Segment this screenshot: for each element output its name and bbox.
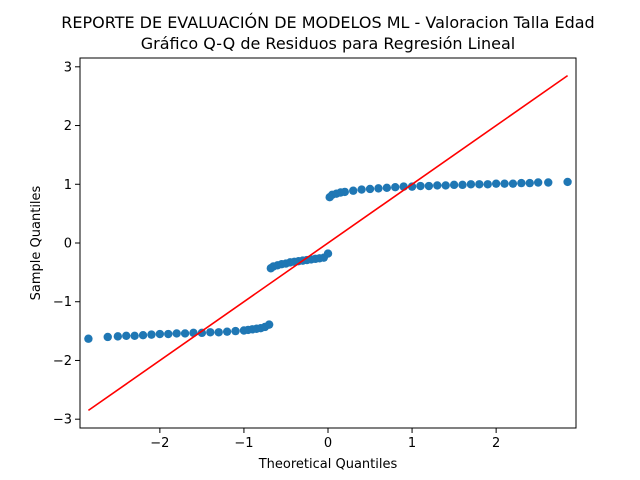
y-tick-label: −2 bbox=[53, 354, 72, 369]
y-tick-label: 0 bbox=[64, 237, 72, 252]
plot-area bbox=[84, 74, 572, 412]
qq-point bbox=[365, 184, 375, 194]
y-tick-label: −3 bbox=[53, 413, 72, 428]
qq-point bbox=[374, 184, 383, 193]
qq-point bbox=[433, 181, 442, 190]
qq-point bbox=[491, 179, 501, 188]
qq-point bbox=[138, 331, 148, 340]
qq-point bbox=[155, 329, 165, 339]
qq-point bbox=[231, 326, 240, 336]
qq-point bbox=[416, 181, 425, 191]
qq-point bbox=[357, 185, 366, 194]
qq-point bbox=[164, 329, 173, 339]
qq-point bbox=[544, 178, 553, 187]
qq-point bbox=[382, 183, 392, 192]
y-tick-label: 1 bbox=[64, 178, 72, 193]
qq-point bbox=[84, 334, 93, 343]
qq-point bbox=[206, 328, 215, 337]
qq-point bbox=[147, 330, 156, 339]
qq-point bbox=[214, 328, 223, 337]
qq-point bbox=[113, 332, 123, 341]
chart-title: REPORTE DE EVALUACIÓN DE MODELOS ML - Va… bbox=[61, 13, 594, 32]
x-tick-label: 2 bbox=[492, 436, 500, 451]
y-axis-label: Sample Quantiles bbox=[29, 185, 44, 300]
x-tick-label: −2 bbox=[150, 436, 169, 451]
x-axis: −2 −1 0 1 2 bbox=[150, 428, 500, 451]
chart-subtitle: Gráfico Q-Q de Residuos para Regresión L… bbox=[141, 34, 516, 53]
qq-point bbox=[340, 187, 350, 197]
qq-point bbox=[122, 331, 131, 340]
qq-point bbox=[391, 183, 400, 192]
qq-point bbox=[103, 332, 112, 342]
y-tick-label: 3 bbox=[64, 60, 72, 75]
qq-point bbox=[441, 181, 450, 190]
qq-point bbox=[475, 180, 484, 189]
y-tick-label: 2 bbox=[64, 119, 72, 134]
qq-point bbox=[222, 327, 232, 336]
x-tick-label: 0 bbox=[324, 436, 332, 451]
qq-point bbox=[264, 320, 274, 329]
qq-point bbox=[323, 249, 333, 258]
qq-point bbox=[130, 331, 139, 340]
y-tick-label: −1 bbox=[53, 295, 72, 310]
qq-point bbox=[500, 179, 509, 188]
x-tick-label: −1 bbox=[234, 436, 253, 451]
qq-point bbox=[483, 180, 492, 189]
qq-point bbox=[508, 179, 518, 188]
qq-point bbox=[424, 181, 434, 191]
qq-point bbox=[533, 178, 543, 187]
qq-point bbox=[449, 180, 459, 190]
x-axis-label: Theoretical Quantiles bbox=[258, 457, 398, 472]
qq-point bbox=[458, 180, 467, 190]
qq-point bbox=[172, 329, 181, 338]
y-axis: −3 −2 −1 0 1 2 3 bbox=[53, 60, 80, 428]
qq-point bbox=[563, 177, 572, 187]
reference-line bbox=[87, 74, 569, 412]
qq-point bbox=[197, 328, 207, 338]
qq-point bbox=[525, 178, 534, 188]
qq-point bbox=[349, 186, 358, 195]
qq-point bbox=[407, 182, 417, 191]
qq-point bbox=[517, 178, 526, 188]
x-tick-label: 1 bbox=[408, 436, 416, 451]
qq-point bbox=[466, 180, 476, 189]
qq-point bbox=[180, 329, 190, 338]
